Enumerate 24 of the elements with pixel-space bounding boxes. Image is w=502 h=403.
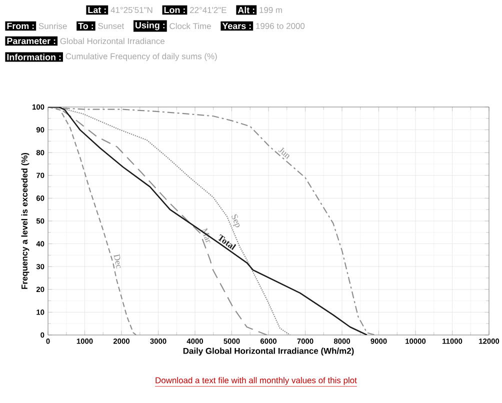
- text: Sep: [232, 214, 240, 228]
- text: Sunrise: [38, 22, 67, 30]
- text: Cumulative Frequency of daily sums (%): [66, 53, 217, 61]
- text: Clock Time: [170, 22, 211, 30]
- x-axis-title: Daily Global Horizontal Irradiance (Wh/m2): [183, 348, 354, 356]
- text: 22°41'2"E: [190, 7, 226, 13]
- text: To :: [78, 22, 93, 30]
- text: Sunset: [98, 23, 124, 29]
- y-axis-title: Frequency a level is exceeded (%): [21, 152, 30, 289]
- text: Years :: [222, 22, 251, 30]
- text: Lon :: [164, 6, 185, 14]
- text: Parameter :: [7, 38, 56, 44]
- text: 199 m: [260, 7, 282, 13]
- text: 41°25'51"N: [110, 7, 152, 13]
- text: Global Horizontal Irradiance: [60, 38, 164, 44]
- text: Alt :: [238, 6, 254, 14]
- text: Using :: [136, 22, 165, 30]
- text: 1996 to 2000: [256, 23, 305, 29]
- text: Information :: [7, 54, 61, 60]
- text: Lat :: [88, 6, 106, 14]
- text: Dec: [114, 254, 121, 269]
- text: From :: [7, 22, 34, 30]
- text: Download a text file with all monthly values of this plot: [156, 377, 357, 385]
- text: Jun: [278, 147, 290, 160]
